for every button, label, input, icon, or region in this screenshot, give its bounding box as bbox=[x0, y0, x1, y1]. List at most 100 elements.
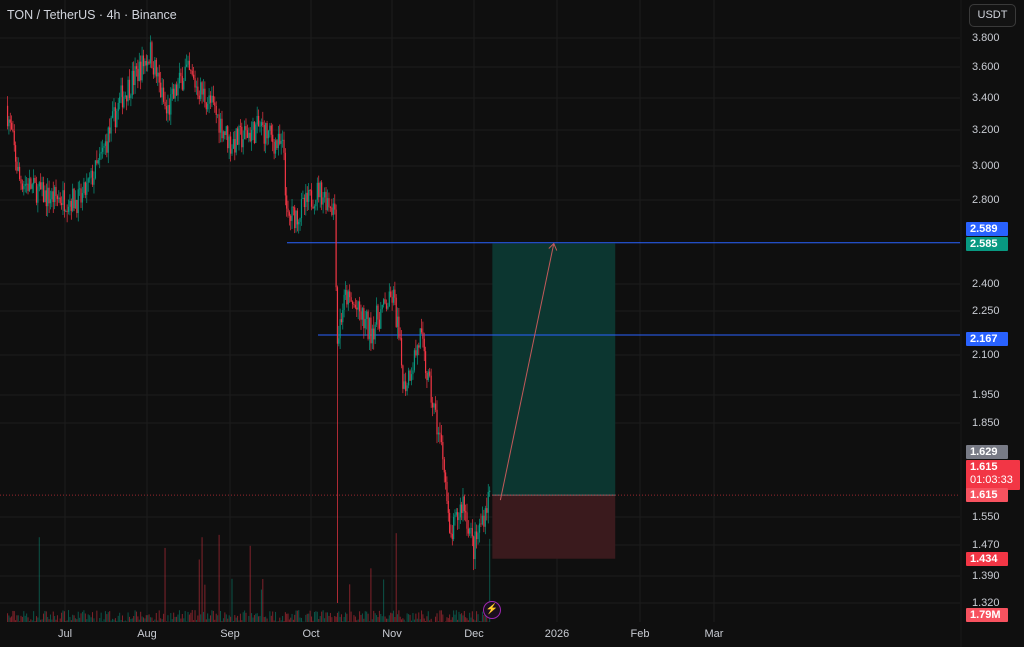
volume-bar bbox=[357, 619, 359, 622]
volume-bar bbox=[138, 619, 140, 622]
candle-body bbox=[222, 131, 225, 139]
candle-body bbox=[436, 409, 438, 435]
candle-body bbox=[160, 82, 162, 98]
candle-body bbox=[152, 67, 154, 75]
volume-bar bbox=[124, 620, 126, 622]
candle-body bbox=[130, 95, 132, 99]
volume-bar bbox=[237, 615, 239, 622]
candle-body bbox=[201, 82, 203, 95]
volume-bar bbox=[40, 619, 42, 622]
volume-bar bbox=[92, 612, 94, 622]
candle-body bbox=[232, 139, 235, 149]
candle-body bbox=[321, 182, 323, 205]
volume-bar bbox=[65, 620, 67, 622]
stop-zone bbox=[492, 495, 616, 559]
candle-body bbox=[174, 84, 176, 99]
volume-bar bbox=[41, 619, 43, 622]
price-tick: 1.850 bbox=[972, 417, 1000, 429]
volume-bar bbox=[279, 617, 281, 622]
volume-bar bbox=[193, 620, 195, 622]
candle-body bbox=[300, 199, 303, 219]
volume-bar bbox=[180, 618, 182, 622]
candle-body bbox=[198, 95, 200, 100]
candle-body bbox=[121, 85, 124, 108]
candle-body bbox=[343, 294, 345, 311]
candle-body bbox=[194, 78, 196, 88]
candle-body bbox=[390, 291, 392, 297]
volume-bar bbox=[253, 615, 255, 622]
time-tick: Aug bbox=[137, 628, 157, 640]
volume-bar bbox=[458, 611, 460, 622]
candle-body bbox=[424, 351, 427, 373]
candle-body bbox=[10, 122, 13, 130]
candle-body bbox=[96, 160, 98, 164]
volume-bar bbox=[80, 613, 82, 622]
volume-bar bbox=[110, 620, 112, 622]
volume-bar bbox=[319, 616, 321, 622]
candle-body bbox=[103, 145, 105, 148]
candle-body bbox=[367, 311, 369, 339]
volume-bar bbox=[59, 618, 61, 622]
volume-bar bbox=[165, 621, 167, 622]
currency-button[interactable]: USDT bbox=[969, 4, 1016, 27]
candle-body bbox=[309, 190, 311, 191]
volume-bar bbox=[270, 615, 272, 622]
volume-bar bbox=[176, 616, 178, 622]
volume-bar bbox=[259, 615, 261, 622]
volume-bar bbox=[481, 611, 483, 622]
volume-bar bbox=[370, 568, 372, 622]
candle-body bbox=[239, 126, 241, 127]
volume-bar bbox=[399, 616, 401, 622]
volume-bar bbox=[315, 611, 317, 622]
target-label: 2.585 bbox=[966, 237, 1008, 251]
volume-bar bbox=[249, 545, 251, 622]
candle-body bbox=[144, 60, 146, 67]
candle-body bbox=[181, 76, 183, 90]
candle-body bbox=[427, 371, 429, 381]
volume-bar bbox=[453, 610, 455, 622]
volume-bar bbox=[93, 618, 95, 622]
volume-bar bbox=[480, 621, 482, 622]
volume-bar bbox=[473, 619, 475, 622]
candle-body bbox=[467, 528, 469, 534]
volume-bar bbox=[241, 620, 243, 622]
volume-bar bbox=[361, 613, 363, 622]
volume-bar bbox=[191, 610, 193, 622]
candle-body bbox=[170, 94, 172, 115]
volume-bar bbox=[368, 621, 370, 622]
candle-body bbox=[402, 365, 404, 389]
candle-body bbox=[383, 299, 385, 305]
volume-bar bbox=[86, 619, 88, 622]
candle-body bbox=[336, 287, 339, 344]
volume-bar bbox=[416, 618, 418, 622]
entry-label: 1.615 bbox=[966, 488, 1008, 502]
volume-bar bbox=[74, 618, 76, 622]
candle-body bbox=[221, 118, 223, 139]
volume-bar bbox=[27, 617, 29, 622]
volume-bar bbox=[142, 617, 144, 622]
volume-bar bbox=[371, 619, 373, 622]
volume-bar bbox=[326, 612, 328, 622]
lightning-icon[interactable]: ⚡ bbox=[483, 601, 501, 619]
candle-body bbox=[106, 141, 108, 153]
candle-body bbox=[484, 508, 486, 527]
candle-body bbox=[316, 182, 318, 201]
candle-body bbox=[339, 319, 341, 339]
volume-bar bbox=[393, 610, 395, 622]
candle-body bbox=[454, 514, 456, 517]
candle-body bbox=[295, 210, 297, 229]
volume-bar bbox=[117, 615, 119, 622]
volume-bar bbox=[339, 616, 341, 622]
volume-bar bbox=[383, 579, 385, 622]
candle-body bbox=[434, 403, 437, 410]
candle-body bbox=[249, 132, 251, 142]
volume-bar bbox=[430, 618, 432, 622]
candle-body bbox=[398, 316, 400, 338]
volume-bar bbox=[398, 610, 400, 622]
volume-bar bbox=[113, 619, 115, 622]
candle-body bbox=[406, 385, 408, 392]
volume-bar bbox=[394, 617, 396, 622]
candle-body bbox=[52, 191, 54, 203]
candle-body bbox=[442, 442, 444, 460]
